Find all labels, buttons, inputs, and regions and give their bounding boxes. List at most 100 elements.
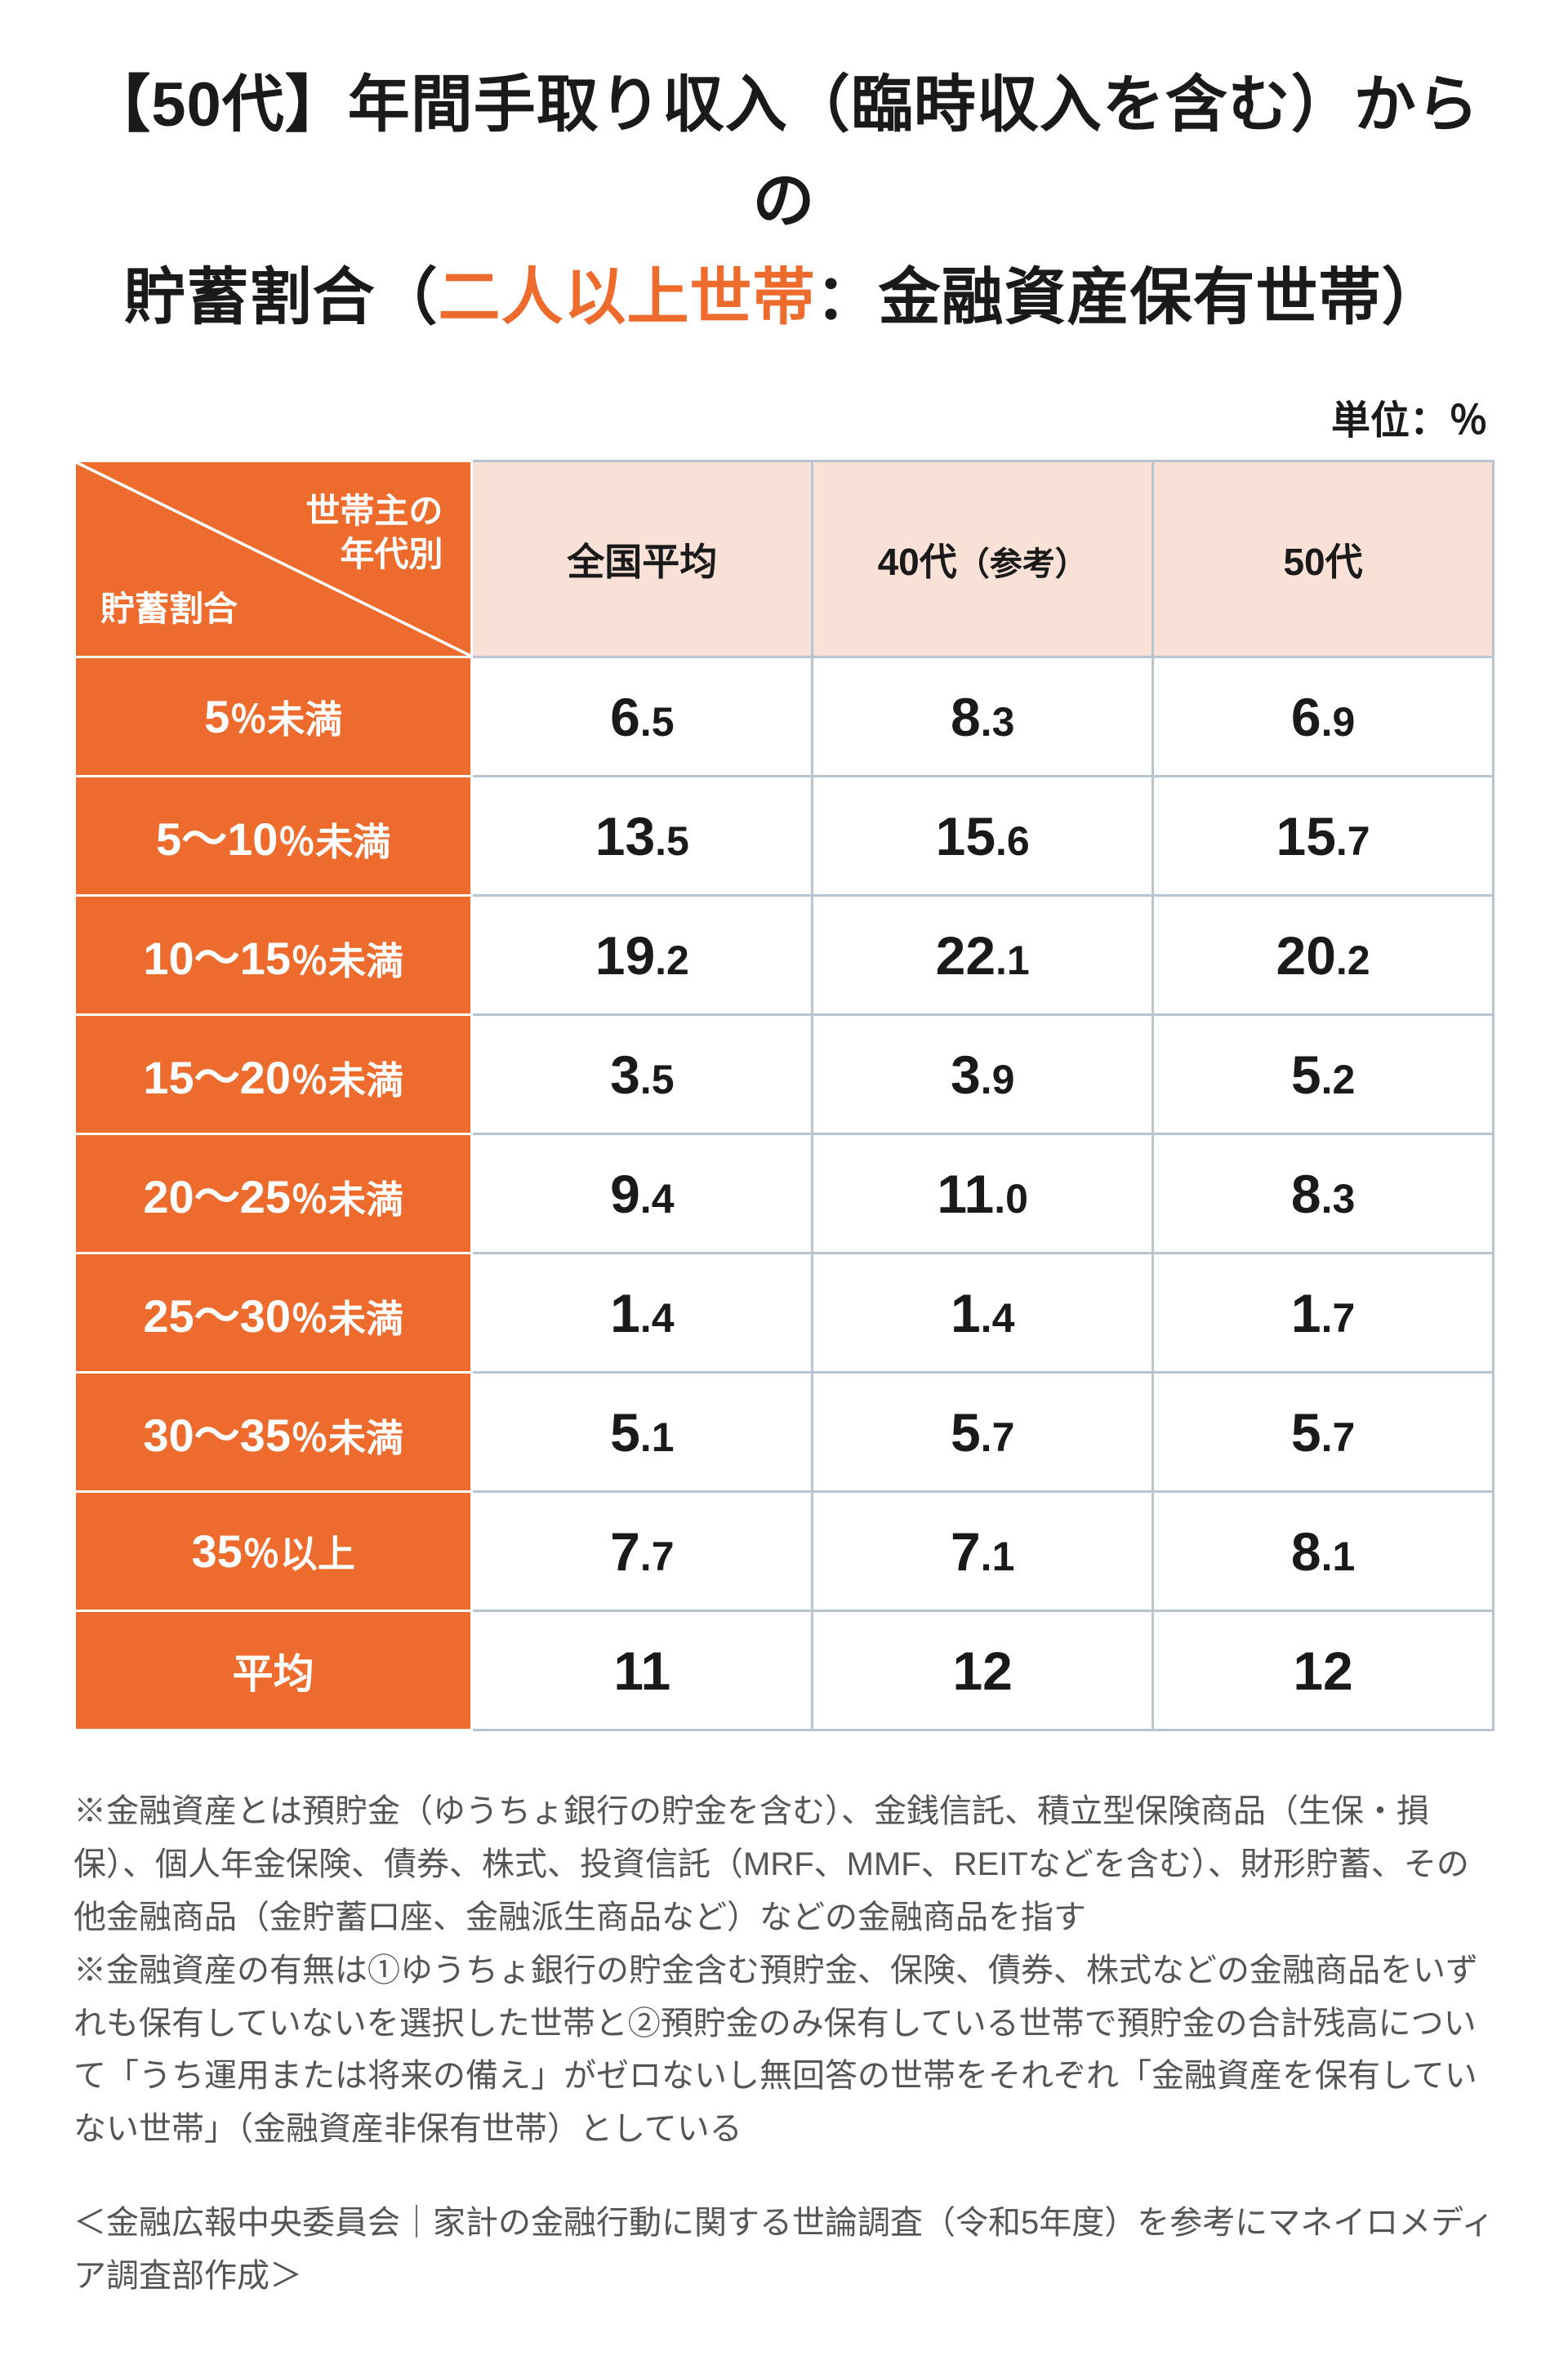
cell-int: 20 bbox=[1276, 925, 1335, 986]
cell-int: 15 bbox=[936, 806, 996, 866]
table-cell: 15.6 bbox=[813, 777, 1153, 896]
cell-dec: .4 bbox=[640, 1176, 675, 1222]
table-cell: 22.1 bbox=[813, 896, 1153, 1015]
page-container: 【50代】年間手取り収入（臨時収入を含む）からの 貯蓄割合（二人以上世帯：金融資… bbox=[0, 0, 1568, 2360]
cell-int: 5 bbox=[1291, 1044, 1321, 1105]
col-header-40s: 40代（参考） bbox=[813, 461, 1153, 657]
title-line2-a: 貯蓄割合 bbox=[124, 263, 376, 332]
row-header-number: 10～15 bbox=[143, 933, 291, 984]
table-row: 30～35％未満5.15.75.7 bbox=[75, 1373, 1494, 1492]
footnote-line: ※金融資産の有無は①ゆうちょ銀行の貯金含む預貯金、保険、債券、株式などの金融商品… bbox=[74, 1944, 1494, 2156]
row-header-suffix: ％以上 bbox=[243, 1533, 355, 1575]
row-header-number: 5～10 bbox=[156, 813, 278, 865]
cell-int: 8 bbox=[1291, 1521, 1321, 1582]
table-cell: 1.4 bbox=[813, 1254, 1153, 1373]
row-header-suffix: ％未満 bbox=[291, 940, 403, 982]
row-header-number: 35 bbox=[192, 1525, 243, 1577]
title-line2-b: （ bbox=[376, 263, 439, 332]
table-cell: 8.1 bbox=[1153, 1492, 1494, 1611]
table-cell: 7.7 bbox=[472, 1492, 813, 1611]
table-cell: 13.5 bbox=[472, 777, 813, 896]
cell-int: 1 bbox=[951, 1283, 981, 1343]
cell-dec: .2 bbox=[1336, 937, 1370, 983]
col-header-national-text: 全国平均 bbox=[567, 541, 717, 583]
col-header-50s: 50代 bbox=[1153, 461, 1494, 657]
corner-top1: 世帯主の bbox=[305, 492, 443, 530]
cell-dec: .5 bbox=[655, 818, 689, 864]
col-header-40s-b: （参考） bbox=[957, 546, 1088, 582]
row-header: 10～15％未満 bbox=[75, 896, 472, 1015]
cell-int: 7 bbox=[610, 1521, 640, 1582]
cell-dec: .6 bbox=[996, 818, 1030, 864]
cell-dec: .4 bbox=[640, 1295, 675, 1341]
cell-int: 19 bbox=[595, 925, 655, 986]
cell-int: 6 bbox=[610, 687, 640, 747]
cell-dec: .7 bbox=[1321, 1295, 1356, 1341]
cell-int: 3 bbox=[951, 1044, 981, 1105]
table-cell: 7.1 bbox=[813, 1492, 1153, 1611]
cell-dec: .9 bbox=[981, 1057, 1015, 1102]
row-header-suffix: ％未満 bbox=[291, 1178, 403, 1221]
table-row: 5％未満6.58.36.9 bbox=[75, 657, 1494, 777]
cell-dec: .7 bbox=[1336, 818, 1370, 864]
corner-top2: 年代別 bbox=[340, 535, 443, 573]
row-header-suffix: ％未満 bbox=[229, 698, 342, 741]
table-cell: 6.9 bbox=[1153, 657, 1494, 777]
table-cell: 11 bbox=[472, 1611, 813, 1730]
table-cell: 12 bbox=[1153, 1611, 1494, 1730]
cell-dec: .0 bbox=[994, 1176, 1028, 1222]
page-title: 【50代】年間手取り収入（臨時収入を含む）からの 貯蓄割合（二人以上世帯：金融資… bbox=[74, 57, 1494, 345]
table-row: 35％以上7.77.18.1 bbox=[75, 1492, 1494, 1611]
row-header-number: 30～35 bbox=[143, 1409, 291, 1461]
source-attribution: ＜金融広報中央委員会｜家計の金融行動に関する世論調査（令和5年度）を参考にマネイ… bbox=[74, 2197, 1494, 2303]
cell-dec: .7 bbox=[1321, 1414, 1356, 1460]
table-row: 10～15％未満19.222.120.2 bbox=[75, 896, 1494, 1015]
cell-int: 9 bbox=[610, 1164, 640, 1224]
cell-int: 7 bbox=[951, 1521, 981, 1582]
table-cell: 12 bbox=[813, 1611, 1153, 1730]
table-cell: 8.3 bbox=[1153, 1134, 1494, 1254]
table-cell: 1.4 bbox=[472, 1254, 813, 1373]
table-cell: 19.2 bbox=[472, 896, 813, 1015]
table-cell: 3.5 bbox=[472, 1015, 813, 1134]
row-header-suffix: ％未満 bbox=[291, 1059, 403, 1102]
row-header-number: 15～20 bbox=[143, 1052, 291, 1103]
footnote-line: ※金融資産とは預貯金（ゆうちょ銀行の貯金を含む）、金銭信託、積立型保険商品（生保… bbox=[74, 1785, 1494, 1944]
cell-int: 1 bbox=[610, 1283, 640, 1343]
cell-int: 5 bbox=[951, 1402, 981, 1463]
cell-int: 8 bbox=[951, 687, 981, 747]
cell-dec: .5 bbox=[640, 1057, 675, 1102]
table-cell: 3.9 bbox=[813, 1015, 1153, 1134]
cell-int: 5 bbox=[1291, 1402, 1321, 1463]
row-header-suffix: ％未満 bbox=[278, 821, 390, 863]
cell-dec: .7 bbox=[981, 1414, 1015, 1460]
row-header-suffix: ％未満 bbox=[291, 1298, 403, 1340]
col-header-40s-a: 40代 bbox=[878, 541, 957, 583]
row-header: 平均 bbox=[75, 1611, 472, 1730]
table-row: 平均111212 bbox=[75, 1611, 1494, 1730]
row-header: 30～35％未満 bbox=[75, 1373, 472, 1492]
row-header: 35％以上 bbox=[75, 1492, 472, 1611]
title-line2-c: ：金融資産保有世帯） bbox=[816, 263, 1445, 332]
cell-dec: .4 bbox=[981, 1295, 1015, 1341]
cell-dec: .1 bbox=[981, 1534, 1015, 1579]
unit-label: 単位：％ bbox=[74, 388, 1494, 445]
row-header-suffix: 平均 bbox=[233, 1651, 314, 1697]
table-cell: 6.5 bbox=[472, 657, 813, 777]
cell-dec: .3 bbox=[1321, 1176, 1356, 1222]
table-row: 20～25％未満9.411.08.3 bbox=[75, 1134, 1494, 1254]
cell-dec: .9 bbox=[1321, 699, 1356, 745]
table-cell: 5.7 bbox=[813, 1373, 1153, 1492]
table-row: 25～30％未満1.41.41.7 bbox=[75, 1254, 1494, 1373]
savings-table: 世帯主の 年代別 貯蓄割合 全国平均 40代（参考） 50代 5％未満6.58.… bbox=[74, 460, 1494, 1731]
row-header-number: 25～30 bbox=[143, 1290, 291, 1342]
table-header-row: 世帯主の 年代別 貯蓄割合 全国平均 40代（参考） 50代 bbox=[75, 461, 1494, 657]
table-cell: 9.4 bbox=[472, 1134, 813, 1254]
cell-int: 15 bbox=[1276, 806, 1335, 866]
cell-dec: .2 bbox=[655, 937, 689, 983]
cell-dec: .1 bbox=[1321, 1534, 1356, 1579]
row-header: 15～20％未満 bbox=[75, 1015, 472, 1134]
table-cell: 5.7 bbox=[1153, 1373, 1494, 1492]
col-header-national: 全国平均 bbox=[472, 461, 813, 657]
cell-int: 3 bbox=[610, 1044, 640, 1105]
